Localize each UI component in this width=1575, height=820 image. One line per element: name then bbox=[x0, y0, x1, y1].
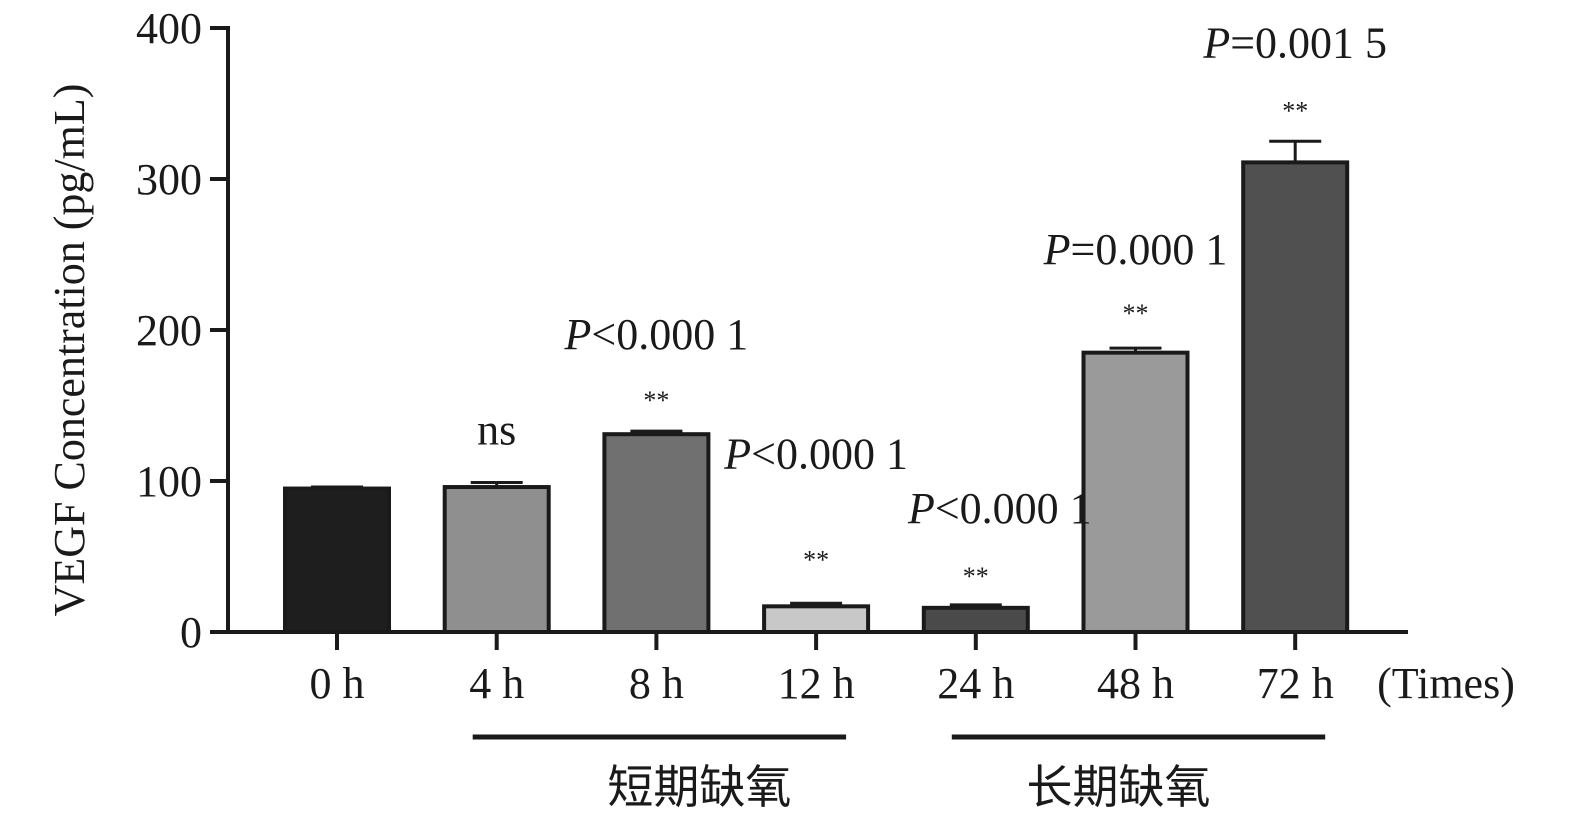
bar-72h bbox=[1241, 160, 1350, 634]
significance-stars: ** bbox=[643, 386, 669, 415]
p-value-label: P=0.000 1 bbox=[1043, 225, 1228, 274]
p-symbol: P bbox=[1202, 18, 1230, 67]
y-axis-label: VEGF Concentration (pg/mL) bbox=[45, 84, 94, 617]
significance-stars: ** bbox=[1123, 299, 1149, 328]
bar-8h bbox=[602, 432, 711, 634]
p-value-label: P<0.000 1 bbox=[723, 429, 908, 478]
ns-label: ns bbox=[477, 406, 516, 455]
group-label: 长期缺氧 bbox=[1027, 760, 1211, 814]
x-tick-label: 12 h bbox=[778, 659, 855, 708]
p-symbol: P bbox=[1043, 225, 1071, 274]
p-value-text: =0.000 1 bbox=[1071, 225, 1228, 274]
bar-0h bbox=[283, 486, 391, 634]
p-value-label: P<0.000 1 bbox=[907, 484, 1092, 533]
y-tick-label: 200 bbox=[136, 306, 202, 355]
x-tick-label: 24 h bbox=[937, 659, 1014, 708]
p-value-label: P=0.001 5 bbox=[1202, 18, 1387, 67]
p-symbol: P bbox=[723, 429, 751, 478]
p-value-text: <0.000 1 bbox=[935, 484, 1092, 533]
bar-4h bbox=[442, 485, 551, 635]
x-tick-label: 72 h bbox=[1257, 659, 1334, 708]
group-label: 短期缺氧 bbox=[607, 760, 791, 814]
p-value-label: P<0.000 1 bbox=[564, 310, 749, 359]
y-tick-label: 0 bbox=[180, 608, 202, 657]
x-tick-label: 48 h bbox=[1097, 659, 1174, 708]
y-tick-label: 400 bbox=[136, 4, 202, 53]
p-value-text: <0.000 1 bbox=[751, 429, 908, 478]
p-symbol: P bbox=[564, 310, 592, 359]
bar-48h bbox=[1081, 350, 1190, 634]
bar-12h bbox=[762, 604, 871, 635]
p-value-text: =0.001 5 bbox=[1230, 18, 1387, 67]
x-tick-label: 4 h bbox=[469, 659, 524, 708]
p-symbol: P bbox=[907, 484, 935, 533]
p-value-text: <0.000 1 bbox=[591, 310, 748, 359]
y-tick-label: 300 bbox=[136, 155, 202, 204]
significance-stars: ** bbox=[803, 545, 829, 574]
x-tick-label: 8 h bbox=[629, 659, 684, 708]
significance-stars: ** bbox=[1282, 96, 1308, 125]
y-tick-label: 100 bbox=[136, 457, 202, 506]
x-axis-unit-label: (Times) bbox=[1377, 659, 1515, 708]
significance-stars: ** bbox=[963, 562, 989, 591]
x-tick-label: 0 h bbox=[310, 659, 365, 708]
bar-24h bbox=[921, 605, 1030, 635]
